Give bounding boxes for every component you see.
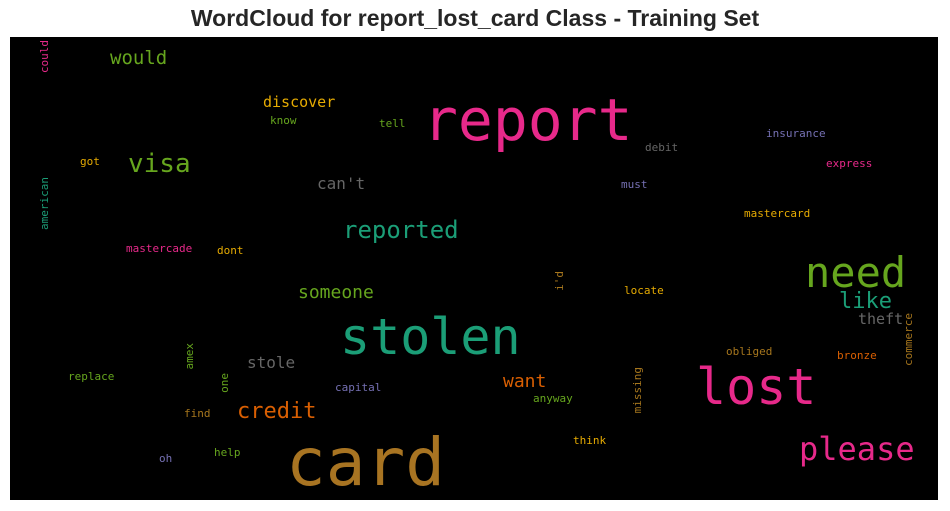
word-want: want (503, 371, 547, 392)
word-locate: locate (624, 284, 664, 297)
word-got: got (80, 155, 100, 168)
word-mastercade: mastercade (126, 242, 193, 255)
word-insurance: insurance (766, 127, 826, 140)
word-anyway: anyway (533, 392, 573, 405)
word-one: one (218, 373, 231, 393)
word-mastercard: mastercard (744, 207, 811, 220)
word-find: find (184, 407, 211, 420)
word-please: please (799, 430, 915, 468)
chart-title: WordCloud for report_lost_card Class - T… (190, 5, 760, 31)
word-dont: dont (217, 244, 244, 257)
word-amex: amex (183, 343, 196, 370)
word-report: report (423, 86, 633, 154)
word-help: help (214, 446, 241, 459)
word-missing: missing (631, 367, 644, 414)
word-american: american (38, 177, 51, 230)
word-replace: replace (68, 370, 115, 383)
word-stolen: stolen (340, 308, 521, 366)
word-credit: credit (237, 399, 317, 424)
word-card: card (286, 424, 445, 500)
word-reported: reported (343, 216, 459, 244)
word-someone: someone (298, 282, 374, 303)
word-could: could (38, 40, 51, 74)
word-think: think (573, 434, 607, 447)
word-bronze: bronze (837, 349, 877, 362)
word-tell: tell (379, 117, 406, 130)
word-i-d: i'd (553, 271, 566, 291)
word-discover: discover (263, 93, 336, 111)
word-lost: lost (696, 358, 817, 416)
word-must: must (621, 178, 648, 191)
word-like: like (839, 289, 892, 314)
word-visa: visa (128, 149, 191, 179)
word-stole: stole (247, 353, 296, 372)
word-cloud: card report stolen lost need please visa report… (10, 37, 938, 500)
word-know: know (270, 114, 297, 127)
word-theft: theft (858, 310, 904, 328)
word-can-t: can't (317, 174, 366, 193)
word-commerce: commerce (902, 313, 915, 366)
word-oh: oh (159, 452, 173, 465)
word-would: would (110, 47, 168, 69)
word-need: need (805, 248, 907, 297)
word-obliged: obliged (726, 345, 773, 358)
word-capital: capital (335, 381, 382, 394)
word-express: express (826, 157, 873, 170)
word-debit: debit (645, 141, 679, 154)
